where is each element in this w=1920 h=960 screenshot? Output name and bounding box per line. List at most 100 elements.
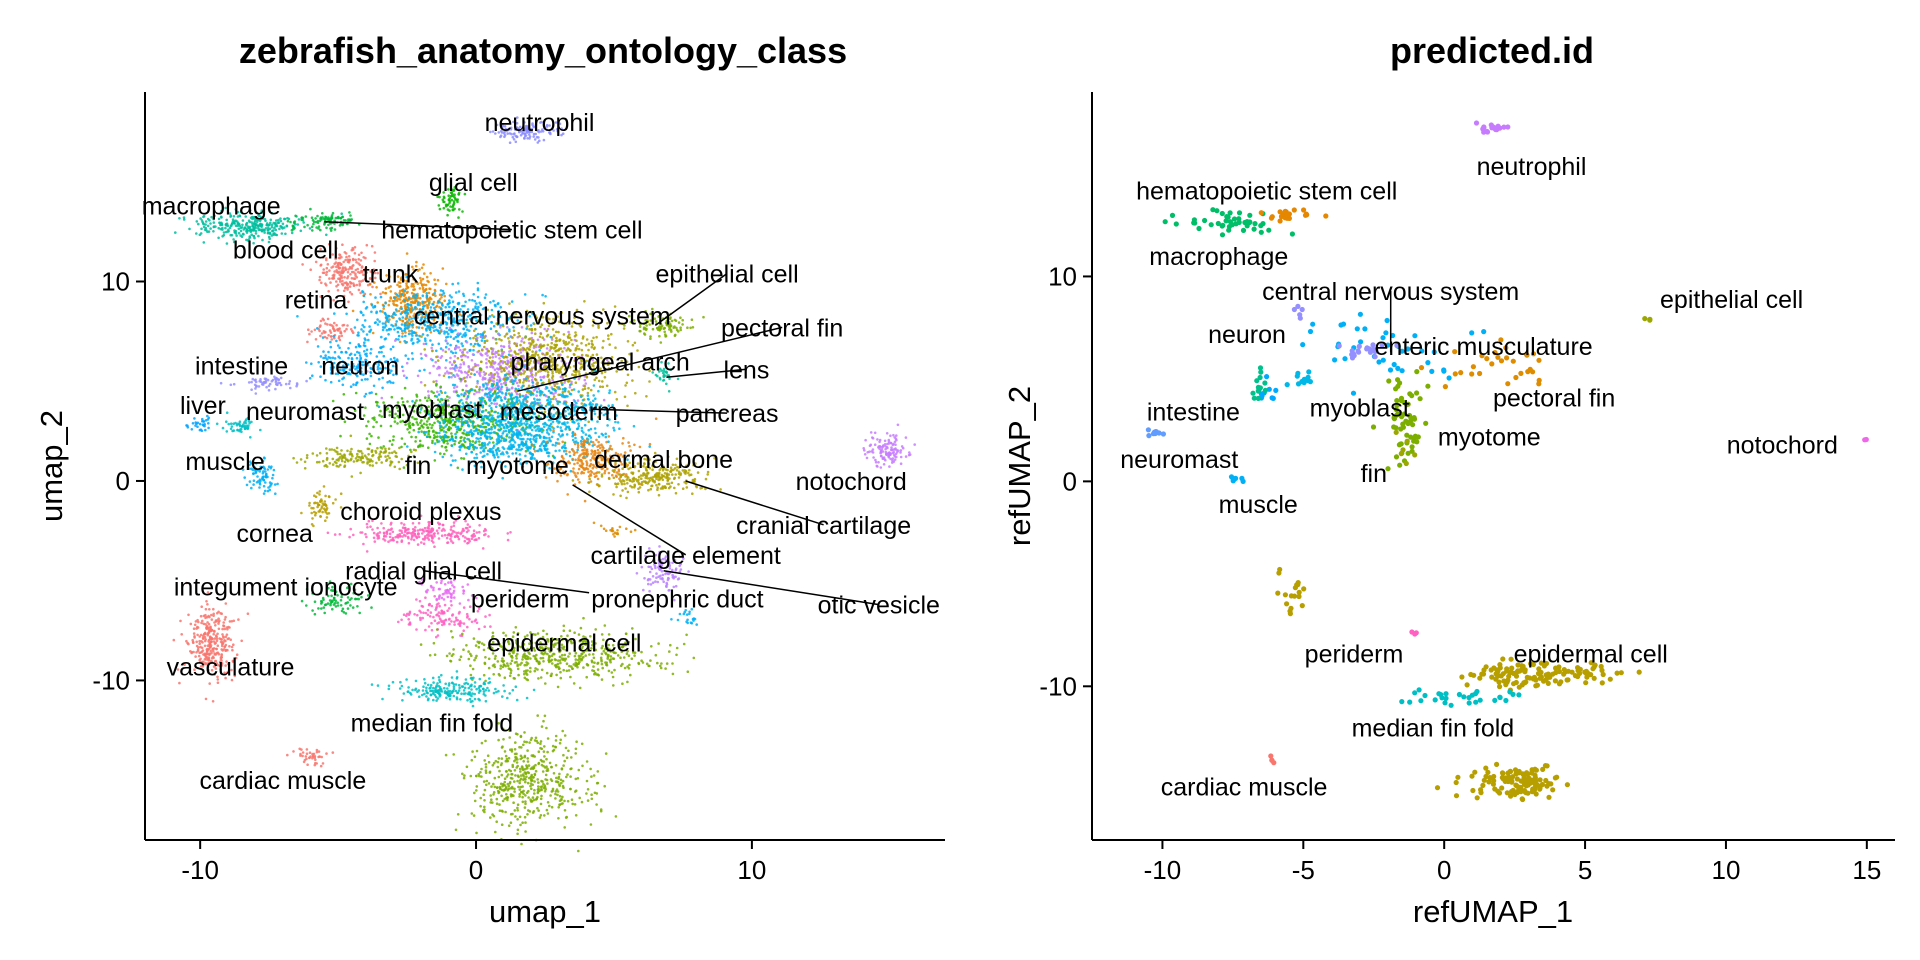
point (445, 336, 448, 339)
point (668, 377, 671, 381)
point (370, 303, 374, 307)
point (410, 435, 413, 439)
point (566, 335, 570, 338)
point (365, 456, 368, 459)
point (391, 364, 395, 368)
point (473, 316, 477, 319)
point (471, 353, 475, 356)
point (445, 359, 448, 362)
point (478, 372, 481, 375)
point (665, 382, 668, 386)
point (545, 334, 549, 338)
point (356, 455, 359, 458)
point (427, 298, 431, 301)
point (225, 242, 229, 245)
point (283, 226, 286, 229)
point (270, 211, 274, 215)
point (496, 433, 500, 437)
point (411, 320, 414, 323)
point (474, 334, 477, 338)
point (358, 345, 361, 348)
point (355, 276, 359, 279)
point (381, 328, 385, 332)
point (448, 299, 451, 302)
point (398, 298, 402, 301)
point (433, 450, 437, 454)
point (450, 454, 453, 457)
point (510, 438, 513, 442)
point (419, 319, 422, 322)
point (317, 361, 321, 364)
point (592, 384, 596, 387)
point (454, 369, 457, 372)
point (321, 459, 325, 463)
point (341, 324, 345, 327)
point (477, 343, 480, 347)
point (260, 223, 264, 226)
point (526, 433, 530, 437)
point (538, 139, 541, 143)
point (459, 332, 462, 336)
point (346, 449, 349, 453)
point (423, 323, 427, 327)
point (476, 332, 480, 336)
point (438, 207, 442, 211)
point (406, 327, 409, 330)
point (353, 252, 357, 255)
point (364, 406, 367, 410)
point (454, 351, 458, 355)
point (458, 208, 461, 211)
point (473, 373, 476, 376)
point (633, 341, 637, 345)
point (332, 334, 336, 338)
point (290, 231, 294, 235)
point (458, 445, 461, 449)
point (395, 304, 399, 307)
point (499, 129, 503, 133)
point (463, 192, 467, 196)
point (512, 138, 516, 141)
point (444, 203, 448, 206)
point (247, 219, 251, 222)
point (182, 218, 186, 221)
point (252, 483, 255, 486)
point (375, 286, 378, 289)
point (365, 348, 369, 352)
point (587, 428, 590, 432)
point (404, 273, 408, 276)
point (497, 440, 501, 444)
point (391, 299, 395, 303)
point (462, 353, 465, 357)
point (337, 263, 340, 267)
point (200, 227, 203, 231)
point (322, 268, 326, 271)
point (260, 211, 264, 215)
point (292, 456, 295, 460)
point (484, 293, 488, 296)
point (296, 315, 299, 318)
point (296, 223, 300, 226)
point (408, 424, 411, 428)
point (491, 359, 494, 363)
point (543, 436, 546, 439)
point (595, 335, 598, 339)
point (457, 340, 460, 343)
point (531, 380, 534, 384)
point (538, 429, 542, 433)
point (349, 458, 353, 462)
point (506, 132, 510, 135)
point (340, 334, 344, 338)
point (318, 460, 321, 464)
point (512, 132, 516, 136)
point (597, 435, 601, 439)
point (375, 311, 378, 315)
point (582, 335, 585, 338)
point (481, 446, 484, 449)
point (487, 422, 490, 426)
point (483, 377, 487, 381)
point (570, 338, 573, 342)
point (541, 441, 544, 444)
point (590, 339, 594, 343)
point (419, 279, 423, 282)
point (450, 328, 453, 332)
